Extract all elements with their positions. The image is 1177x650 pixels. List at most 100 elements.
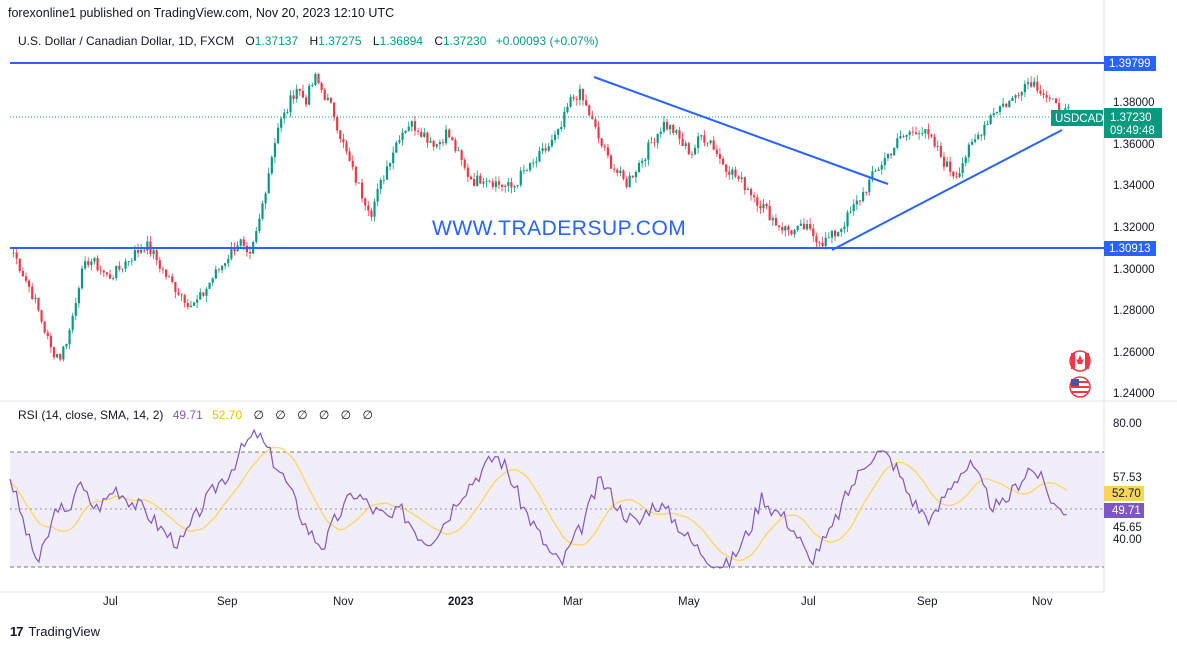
candle-body: [264, 193, 267, 204]
candle-body: [799, 223, 802, 226]
candle-body: [1011, 97, 1014, 101]
candle-body: [115, 265, 118, 278]
candle-body: [127, 261, 130, 262]
low-label: L: [372, 34, 380, 48]
candle-body: [986, 123, 989, 125]
candle-body: [519, 170, 522, 186]
candle-body: [675, 130, 678, 133]
high-label: H: [309, 34, 319, 48]
candle-body: [874, 170, 877, 172]
time-label-jul-22: Jul: [103, 596, 118, 608]
candle-body: [893, 147, 896, 156]
ascending-trendline[interactable]: [831, 129, 1063, 251]
price-tick-6: 1.28000: [1113, 305, 1155, 317]
price-tick-8: 1.24000: [1113, 388, 1155, 400]
candle-body: [205, 288, 208, 296]
candle-body: [619, 170, 622, 174]
close-value: 1.37230: [443, 34, 487, 48]
candle-body: [958, 173, 961, 177]
candle-body: [255, 230, 258, 242]
candle-body: [578, 88, 581, 100]
candle-body: [970, 141, 974, 145]
candle-body: [840, 228, 843, 232]
candle-body: [413, 121, 417, 131]
us-flag-icon[interactable]: [1069, 376, 1091, 398]
candle-body: [258, 218, 261, 231]
candle-body: [457, 150, 460, 152]
candle-body: [709, 140, 712, 144]
change-value: +0.00093 (+0.07%): [495, 34, 599, 48]
candle-body: [771, 218, 774, 221]
candle-body: [777, 225, 781, 228]
candle-body: [992, 113, 995, 116]
time-label-sep-22: Sep: [217, 596, 237, 608]
candle-body: [314, 74, 317, 85]
candle-body: [214, 269, 217, 279]
candle-body: [407, 126, 410, 131]
candle-body: [404, 130, 407, 133]
candle-body: [877, 169, 880, 171]
candle-body: [690, 154, 694, 155]
candle-body: [370, 210, 373, 217]
candle-body: [1036, 81, 1039, 91]
candle-body: [833, 230, 837, 237]
candle-body: [759, 205, 762, 209]
candle-body: [289, 95, 292, 113]
candle-body: [899, 136, 902, 139]
rsi-value: 49.71: [172, 408, 203, 422]
candle-body: [326, 97, 329, 100]
candle-body: [871, 171, 874, 180]
candle-body: [703, 135, 706, 143]
candle-body: [796, 225, 799, 230]
candle-body: [376, 189, 379, 202]
candle-body: [824, 237, 827, 247]
candle-body: [211, 278, 214, 283]
candle-body: [180, 294, 183, 296]
rsi-na-1: ∅: [253, 408, 264, 422]
candle-body: [525, 170, 529, 172]
low-value: 1.36894: [379, 34, 423, 48]
candle-body: [588, 105, 591, 116]
candle-body: [348, 151, 351, 161]
candle-body: [529, 163, 532, 171]
candle-body: [566, 106, 569, 112]
publish-line: forexonline1 published on TradingView.co…: [8, 6, 395, 20]
candle-body: [40, 310, 43, 322]
descending-trendline[interactable]: [593, 76, 889, 185]
candle-body: [339, 130, 342, 140]
candle-body: [547, 146, 550, 151]
candle-body: [802, 223, 806, 230]
candle-body: [927, 129, 930, 135]
candle-body: [410, 121, 413, 127]
symbol-badge: [1051, 110, 1103, 126]
candle-body: [784, 226, 787, 231]
candle-body: [196, 299, 199, 303]
footer-brand[interactable]: TradingView: [28, 624, 101, 639]
rsi-title[interactable]: RSI (14, close, SMA, 14, 2): [18, 408, 164, 422]
candle-body: [749, 188, 753, 196]
candle-body: [1039, 90, 1042, 94]
candle-body: [522, 170, 525, 172]
candle-body: [628, 175, 631, 187]
time-label-2023: 2023: [448, 596, 474, 608]
candle-body: [164, 269, 168, 277]
candle-body: [158, 260, 161, 269]
price-tick-2: 1.36000: [1113, 139, 1155, 151]
candle-body: [681, 138, 684, 146]
candle-body: [367, 205, 370, 211]
candle-body: [653, 142, 656, 144]
candle-body: [28, 280, 31, 287]
candle-body: [572, 97, 575, 99]
candle-body: [267, 173, 270, 194]
candle-body: [143, 249, 146, 251]
canada-flag-icon[interactable]: [1069, 350, 1091, 372]
candle-body: [830, 230, 834, 238]
candle-body: [12, 252, 15, 254]
time-label-sep-23: Sep: [917, 596, 937, 608]
candle-body: [1042, 93, 1045, 96]
candle-body: [964, 157, 967, 164]
symbol-title[interactable]: U.S. Dollar / Canadian Dollar, 1D, FXCM: [18, 34, 235, 48]
candle-body: [905, 134, 908, 137]
tradingview-logo-icon[interactable]: 17: [10, 624, 24, 639]
